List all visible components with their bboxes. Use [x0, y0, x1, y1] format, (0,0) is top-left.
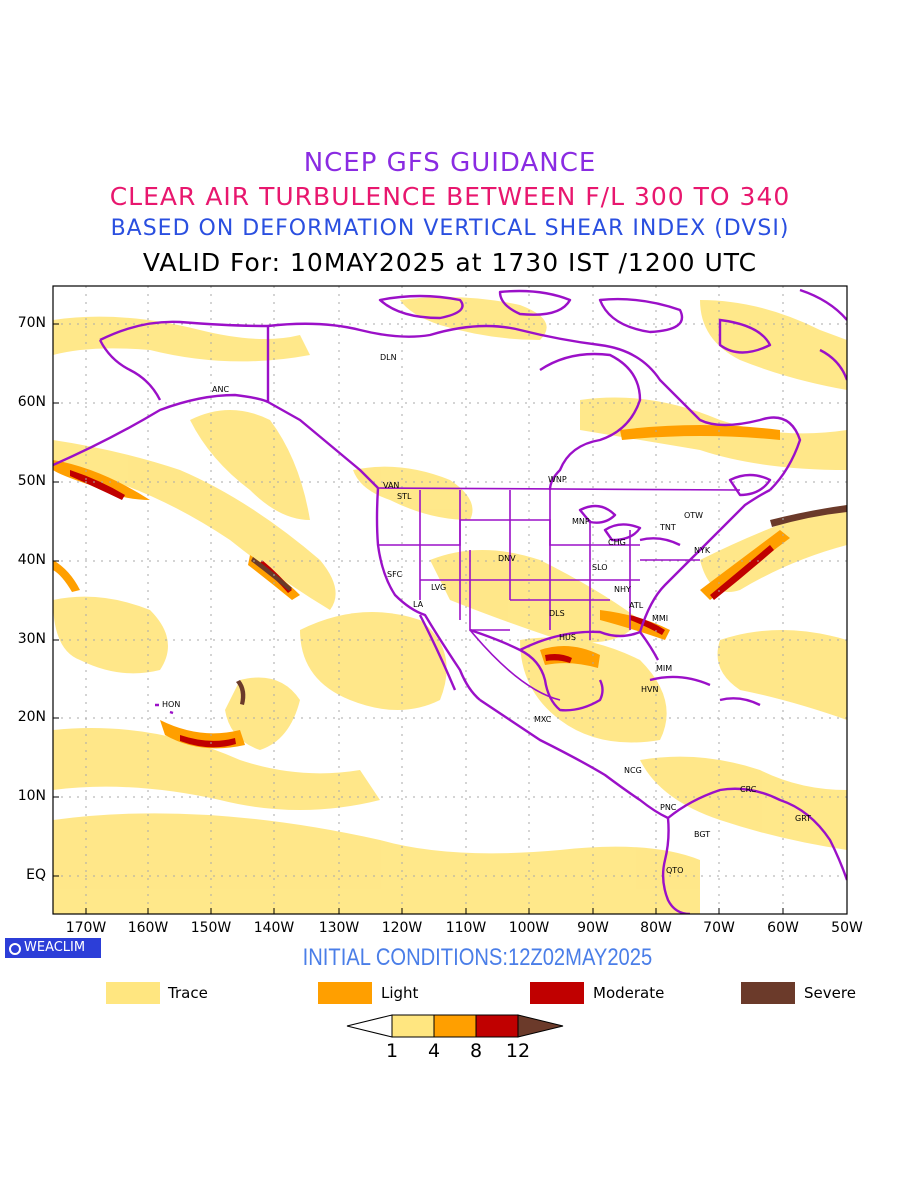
- station-label: BGT: [694, 830, 710, 839]
- lon-label: 140W: [253, 920, 295, 936]
- lat-label: 10N: [17, 788, 46, 804]
- lon-label: 70W: [703, 920, 735, 936]
- station-label: MXC: [534, 715, 552, 724]
- lat-label: EQ: [26, 867, 46, 883]
- station-label: MMI: [652, 614, 668, 623]
- station-label: HUS: [559, 633, 576, 642]
- lon-label: 100W: [508, 920, 550, 936]
- colorbar-segment-moderate: [475, 1014, 519, 1038]
- title-line-3: BASED ON DEFORMATION VERTICAL SHEAR INDE…: [110, 216, 790, 241]
- legend-swatch-moderate: [530, 982, 584, 1004]
- colorbar-segment-light: [433, 1014, 477, 1038]
- colorbar-under-arrow: [346, 1014, 393, 1038]
- station-label: WNP: [548, 475, 567, 484]
- valid-time: VALID For: 10MAY2025 at 1730 IST /1200 U…: [142, 248, 758, 277]
- lon-label: 170W: [65, 920, 107, 936]
- station-label: NYK: [694, 546, 711, 555]
- station-label: ATL: [629, 601, 644, 610]
- lat-label: 20N: [17, 709, 46, 725]
- station-label: VAN: [383, 481, 399, 490]
- lon-label: 60W: [767, 920, 799, 936]
- station-label: PNC: [660, 803, 677, 812]
- legend-swatch-severe: [741, 982, 795, 1004]
- lon-label: 160W: [127, 920, 169, 936]
- station-label: QTO: [666, 866, 683, 875]
- axis-ticks: [53, 323, 848, 914]
- station-label: LA: [413, 600, 424, 609]
- station-label: STL: [397, 492, 412, 501]
- political-boundaries: [377, 487, 741, 701]
- station-label: SFC: [387, 570, 403, 579]
- weaclim-badge: WEACLIM: [5, 938, 101, 958]
- station-label: OTW: [684, 511, 703, 520]
- station-labels: DLN ANC VAN STL WNP MNP CHG TNT OTW NYK DNV SFC LVG L…: [162, 353, 811, 875]
- station-label: ANC: [212, 385, 229, 394]
- title-line-1: NCEP GFS GUIDANCE: [303, 148, 597, 178]
- station-label: NHY: [614, 585, 631, 594]
- lat-label: 70N: [17, 315, 46, 331]
- legend-label-severe: Severe: [804, 984, 856, 1002]
- station-label: MIM: [656, 664, 672, 673]
- lat-label: 30N: [17, 631, 46, 647]
- lon-label: 130W: [318, 920, 360, 936]
- initial-conditions: INITIAL CONDITIONS:12Z02MAY2025: [302, 944, 653, 971]
- colorbar: [346, 1014, 564, 1038]
- weaclim-logo-icon: [9, 943, 21, 955]
- lon-label: 50W: [831, 920, 863, 936]
- legend-label-moderate: Moderate: [593, 984, 665, 1002]
- lat-label: 40N: [17, 552, 46, 568]
- station-label: DNV: [498, 554, 516, 563]
- lat-label: 60N: [17, 394, 46, 410]
- coastlines: [53, 288, 847, 914]
- lon-label: 150W: [190, 920, 232, 936]
- lat-label: 50N: [17, 473, 46, 489]
- station-label: HVN: [641, 685, 658, 694]
- station-label: TNT: [659, 523, 676, 532]
- lon-label: 90W: [577, 920, 609, 936]
- legend-swatch-trace: [106, 982, 160, 1004]
- lon-label: 120W: [381, 920, 423, 936]
- station-label: HON: [162, 700, 180, 709]
- lon-label: 110W: [445, 920, 487, 936]
- colorbar-tick-1: 1: [385, 1040, 399, 1062]
- station-label: MNP: [572, 517, 590, 526]
- title-line-2: CLEAR AIR TURBULENCE BETWEEN F/L 300 TO …: [109, 182, 791, 211]
- severe-areas: [236, 505, 847, 705]
- legend-label-trace: Trace: [168, 984, 208, 1002]
- lon-label: 80W: [640, 920, 672, 936]
- colorbar-over-arrow: [517, 1014, 564, 1038]
- station-label: CRC: [740, 785, 757, 794]
- station-label: DLS: [549, 609, 565, 618]
- legend-label-light: Light: [381, 984, 419, 1002]
- station-label: LVG: [431, 583, 446, 592]
- colorbar-tick-4: 4: [427, 1040, 441, 1062]
- colorbar-segment-trace: [391, 1014, 435, 1038]
- station-label: NCG: [624, 766, 642, 775]
- legend-swatch-light: [318, 982, 372, 1004]
- colorbar-tick-12: 12: [505, 1040, 531, 1062]
- weaclim-label: WEACLIM: [24, 940, 86, 955]
- map-frame: [52, 285, 848, 915]
- station-label: GRT: [795, 814, 811, 823]
- station-label: DLN: [380, 353, 397, 362]
- station-label: SLO: [592, 563, 608, 572]
- colorbar-tick-8: 8: [469, 1040, 483, 1062]
- station-label: CHG: [608, 538, 626, 547]
